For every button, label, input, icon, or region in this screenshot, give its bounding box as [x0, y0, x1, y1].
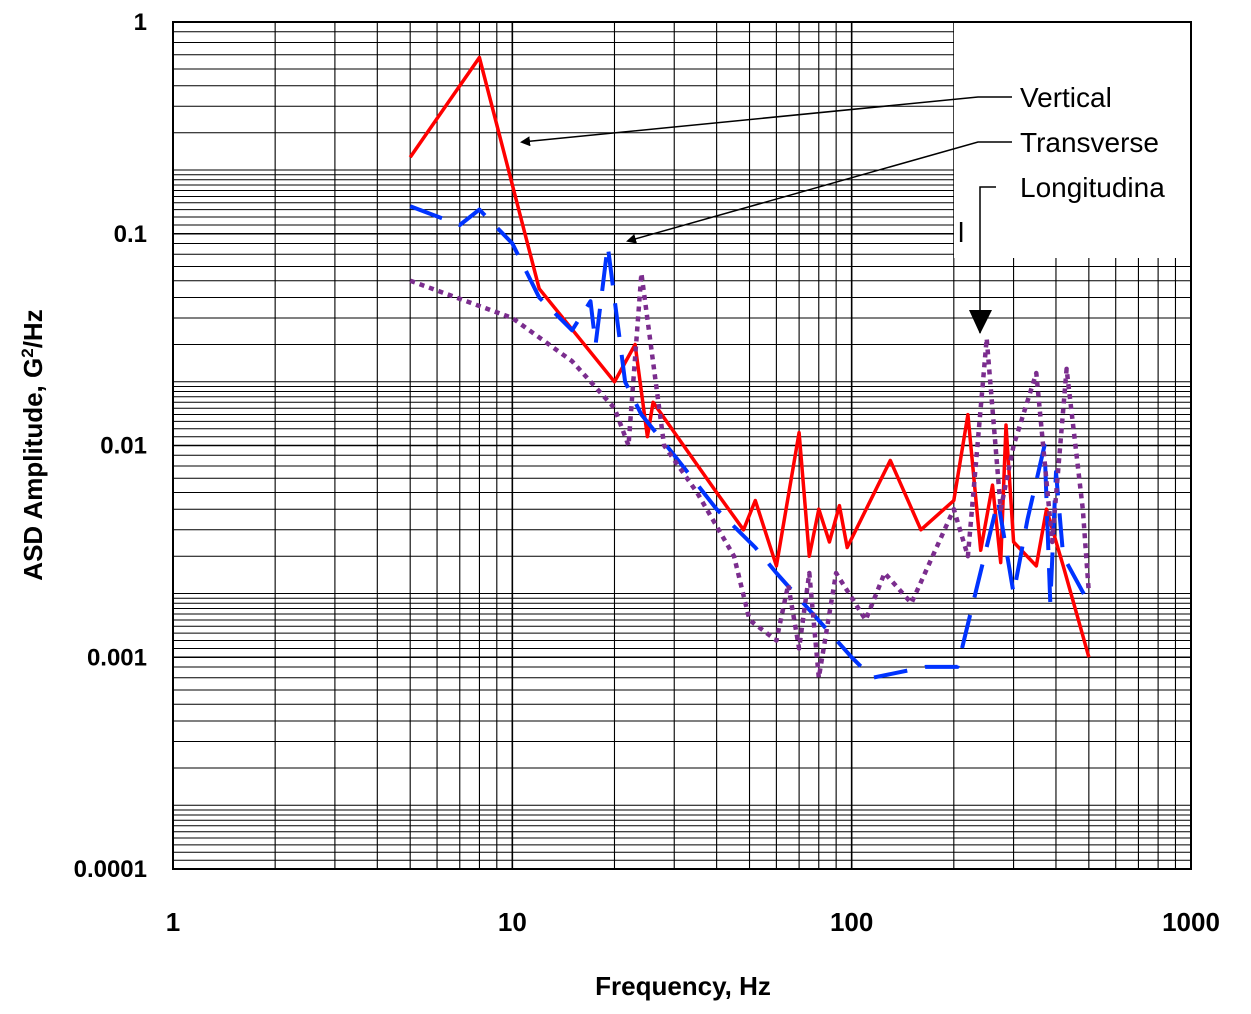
legend-arrow-transverse: [626, 141, 1012, 244]
plot-frame: [172, 21, 1192, 870]
y-tick-label: 1: [134, 9, 147, 36]
y-tick-label: 0.0001: [74, 856, 147, 883]
y-tick-label: 0.01: [100, 433, 147, 460]
y-tick-label: 0.001: [87, 644, 147, 671]
legend-box: [954, 18, 1190, 258]
legend-arrowhead-longitudinal: [969, 310, 992, 334]
x-tick-label: 1000: [1162, 907, 1220, 937]
x-tick-label: 100: [830, 907, 873, 937]
series-layer: [408, 55, 1092, 681]
series-line-longitudinal: [409, 271, 1092, 681]
axis-tick-labels: 1 10 100 1000 0.0001 0.001 0.01 0.1 1: [74, 9, 1220, 937]
legend-label-longitudinal: Longitudina: [1020, 172, 1165, 203]
series-line-transverse: [409, 204, 1091, 680]
legend-arrow-vertical: [520, 96, 1012, 147]
x-tick-label: 1: [166, 907, 180, 937]
legend-label-transverse: Transverse: [1020, 127, 1159, 158]
y-axis-title: ASD Amplitude, G2/Hz: [18, 309, 49, 580]
x-tick-label: 10: [498, 907, 527, 937]
y-tick-label: 0.1: [114, 221, 147, 248]
x-axis-title: Frequency, Hz: [595, 971, 771, 1001]
legend-label-longitudinal-wrap: l: [958, 217, 964, 248]
legend-arrow-longitudinal: [979, 186, 996, 333]
legend-label-vertical: Vertical: [1020, 82, 1112, 113]
legend: Vertical Transverse Longitudina l: [520, 18, 1190, 334]
